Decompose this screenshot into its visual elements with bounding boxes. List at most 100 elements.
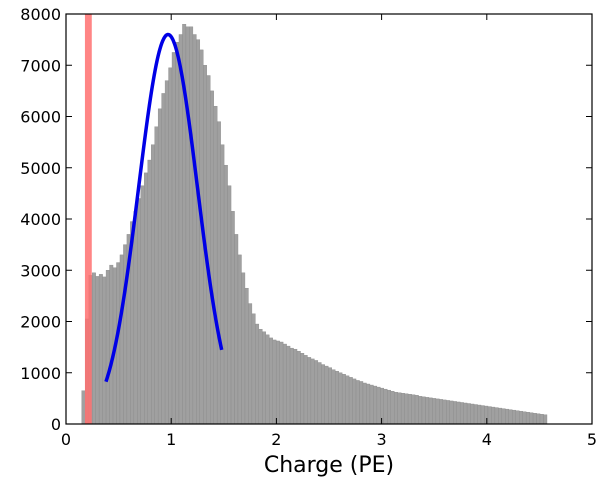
histogram-bar — [345, 375, 350, 425]
histogram-bar — [303, 355, 308, 425]
histogram-bar — [407, 394, 412, 425]
histogram-bar — [387, 389, 391, 425]
histogram-bar — [241, 272, 246, 425]
histogram-bar — [428, 397, 433, 425]
histogram-bar — [248, 303, 253, 425]
histogram-bar — [251, 313, 256, 425]
histogram-bar — [140, 185, 145, 425]
gaussian-fit-curve — [104, 32, 224, 383]
histogram-bar — [335, 371, 339, 425]
histogram-bar — [321, 364, 325, 425]
histogram-bar — [418, 396, 423, 425]
x-tick-label: 0 — [61, 430, 71, 449]
histogram-bar — [137, 198, 141, 425]
x-axis-label: Charge (PE) — [264, 453, 394, 478]
histogram-bar — [168, 67, 173, 425]
histogram-bar — [473, 404, 478, 425]
histogram-bar — [269, 337, 273, 425]
histogram-bar — [459, 402, 464, 425]
histogram-bar — [376, 386, 381, 425]
y-tick-label: 7000 — [20, 56, 61, 75]
histogram-bar — [178, 34, 183, 425]
histogram-bar — [432, 398, 437, 425]
histogram-bar — [366, 383, 371, 425]
histogram-bar — [515, 410, 520, 425]
histogram-bar — [171, 52, 176, 425]
histogram-bar — [206, 75, 211, 425]
histogram-bar — [466, 403, 471, 425]
histogram-bar — [543, 414, 548, 425]
histogram-bar — [491, 406, 496, 425]
histogram-bar — [157, 108, 162, 425]
histogram-bar — [463, 402, 468, 425]
histogram-bar — [102, 276, 107, 425]
histogram-bar — [348, 377, 353, 425]
x-tick-label: 5 — [587, 430, 597, 449]
histogram-bar — [519, 410, 523, 425]
histogram-bar — [484, 405, 489, 425]
histogram-bar — [282, 343, 287, 425]
histogram-bar — [390, 391, 395, 425]
histogram-bar — [425, 397, 430, 425]
histogram-bar — [362, 382, 367, 425]
histogram-bar — [498, 407, 503, 425]
histogram-bar — [501, 408, 506, 425]
histogram-bar — [383, 388, 388, 425]
histogram-bar — [359, 381, 364, 425]
histogram-bar — [244, 287, 249, 425]
histogram-bar — [338, 372, 343, 425]
histogram-bar — [505, 408, 509, 425]
histogram-bar — [435, 398, 440, 425]
histogram-bar — [151, 144, 155, 425]
histogram-bar — [400, 393, 405, 425]
histogram-bar — [529, 412, 534, 425]
histogram-bar — [95, 276, 100, 425]
histogram-bar — [105, 270, 110, 425]
histogram-bar — [355, 380, 360, 425]
histogram-bar — [324, 365, 329, 425]
histogram-bar — [536, 413, 541, 425]
histogram-bar — [272, 339, 277, 425]
histogram-bar — [289, 347, 294, 425]
y-tick-label: 8000 — [20, 5, 61, 24]
histogram-bar — [331, 369, 336, 425]
histogram-bar — [421, 396, 426, 425]
histogram-bar — [394, 392, 398, 425]
histogram-bar — [210, 90, 214, 425]
histogram-bar — [262, 331, 266, 425]
histogram-bar — [234, 234, 239, 425]
y-tick-label: 2000 — [20, 313, 61, 332]
x-tick-label: 3 — [377, 430, 387, 449]
histogram-bar — [314, 360, 319, 425]
histogram-bar — [369, 384, 374, 425]
histogram-bar — [341, 374, 346, 425]
histogram-bar — [512, 409, 516, 425]
histogram-bar — [328, 367, 332, 425]
histogram-bar — [539, 414, 544, 425]
histogram-bar — [453, 401, 457, 425]
histogram-bar — [161, 93, 166, 425]
histogram-bar — [494, 407, 499, 425]
histogram-bar — [397, 392, 402, 425]
histogram-bar — [223, 164, 228, 425]
histogram-bar — [147, 159, 152, 425]
histogram-bar — [300, 353, 305, 425]
histogram-bar — [487, 406, 492, 425]
histogram-bar — [237, 254, 242, 425]
histogram-bar — [189, 26, 194, 425]
histogram-bar — [352, 378, 357, 425]
histogram-bar — [119, 254, 124, 425]
histogram-bar — [227, 185, 232, 425]
y-tick-label: 4000 — [20, 210, 61, 229]
histogram-bar — [439, 399, 444, 425]
histogram-bar — [442, 399, 447, 425]
histogram-bar — [522, 411, 527, 425]
histogram-bar — [317, 362, 322, 425]
histogram-bar — [293, 348, 298, 425]
histogram-bar — [480, 405, 485, 425]
histogram-bar — [470, 403, 475, 425]
histogram-bar — [154, 126, 159, 425]
histogram-bar — [91, 272, 96, 425]
histogram-bar — [265, 334, 270, 425]
